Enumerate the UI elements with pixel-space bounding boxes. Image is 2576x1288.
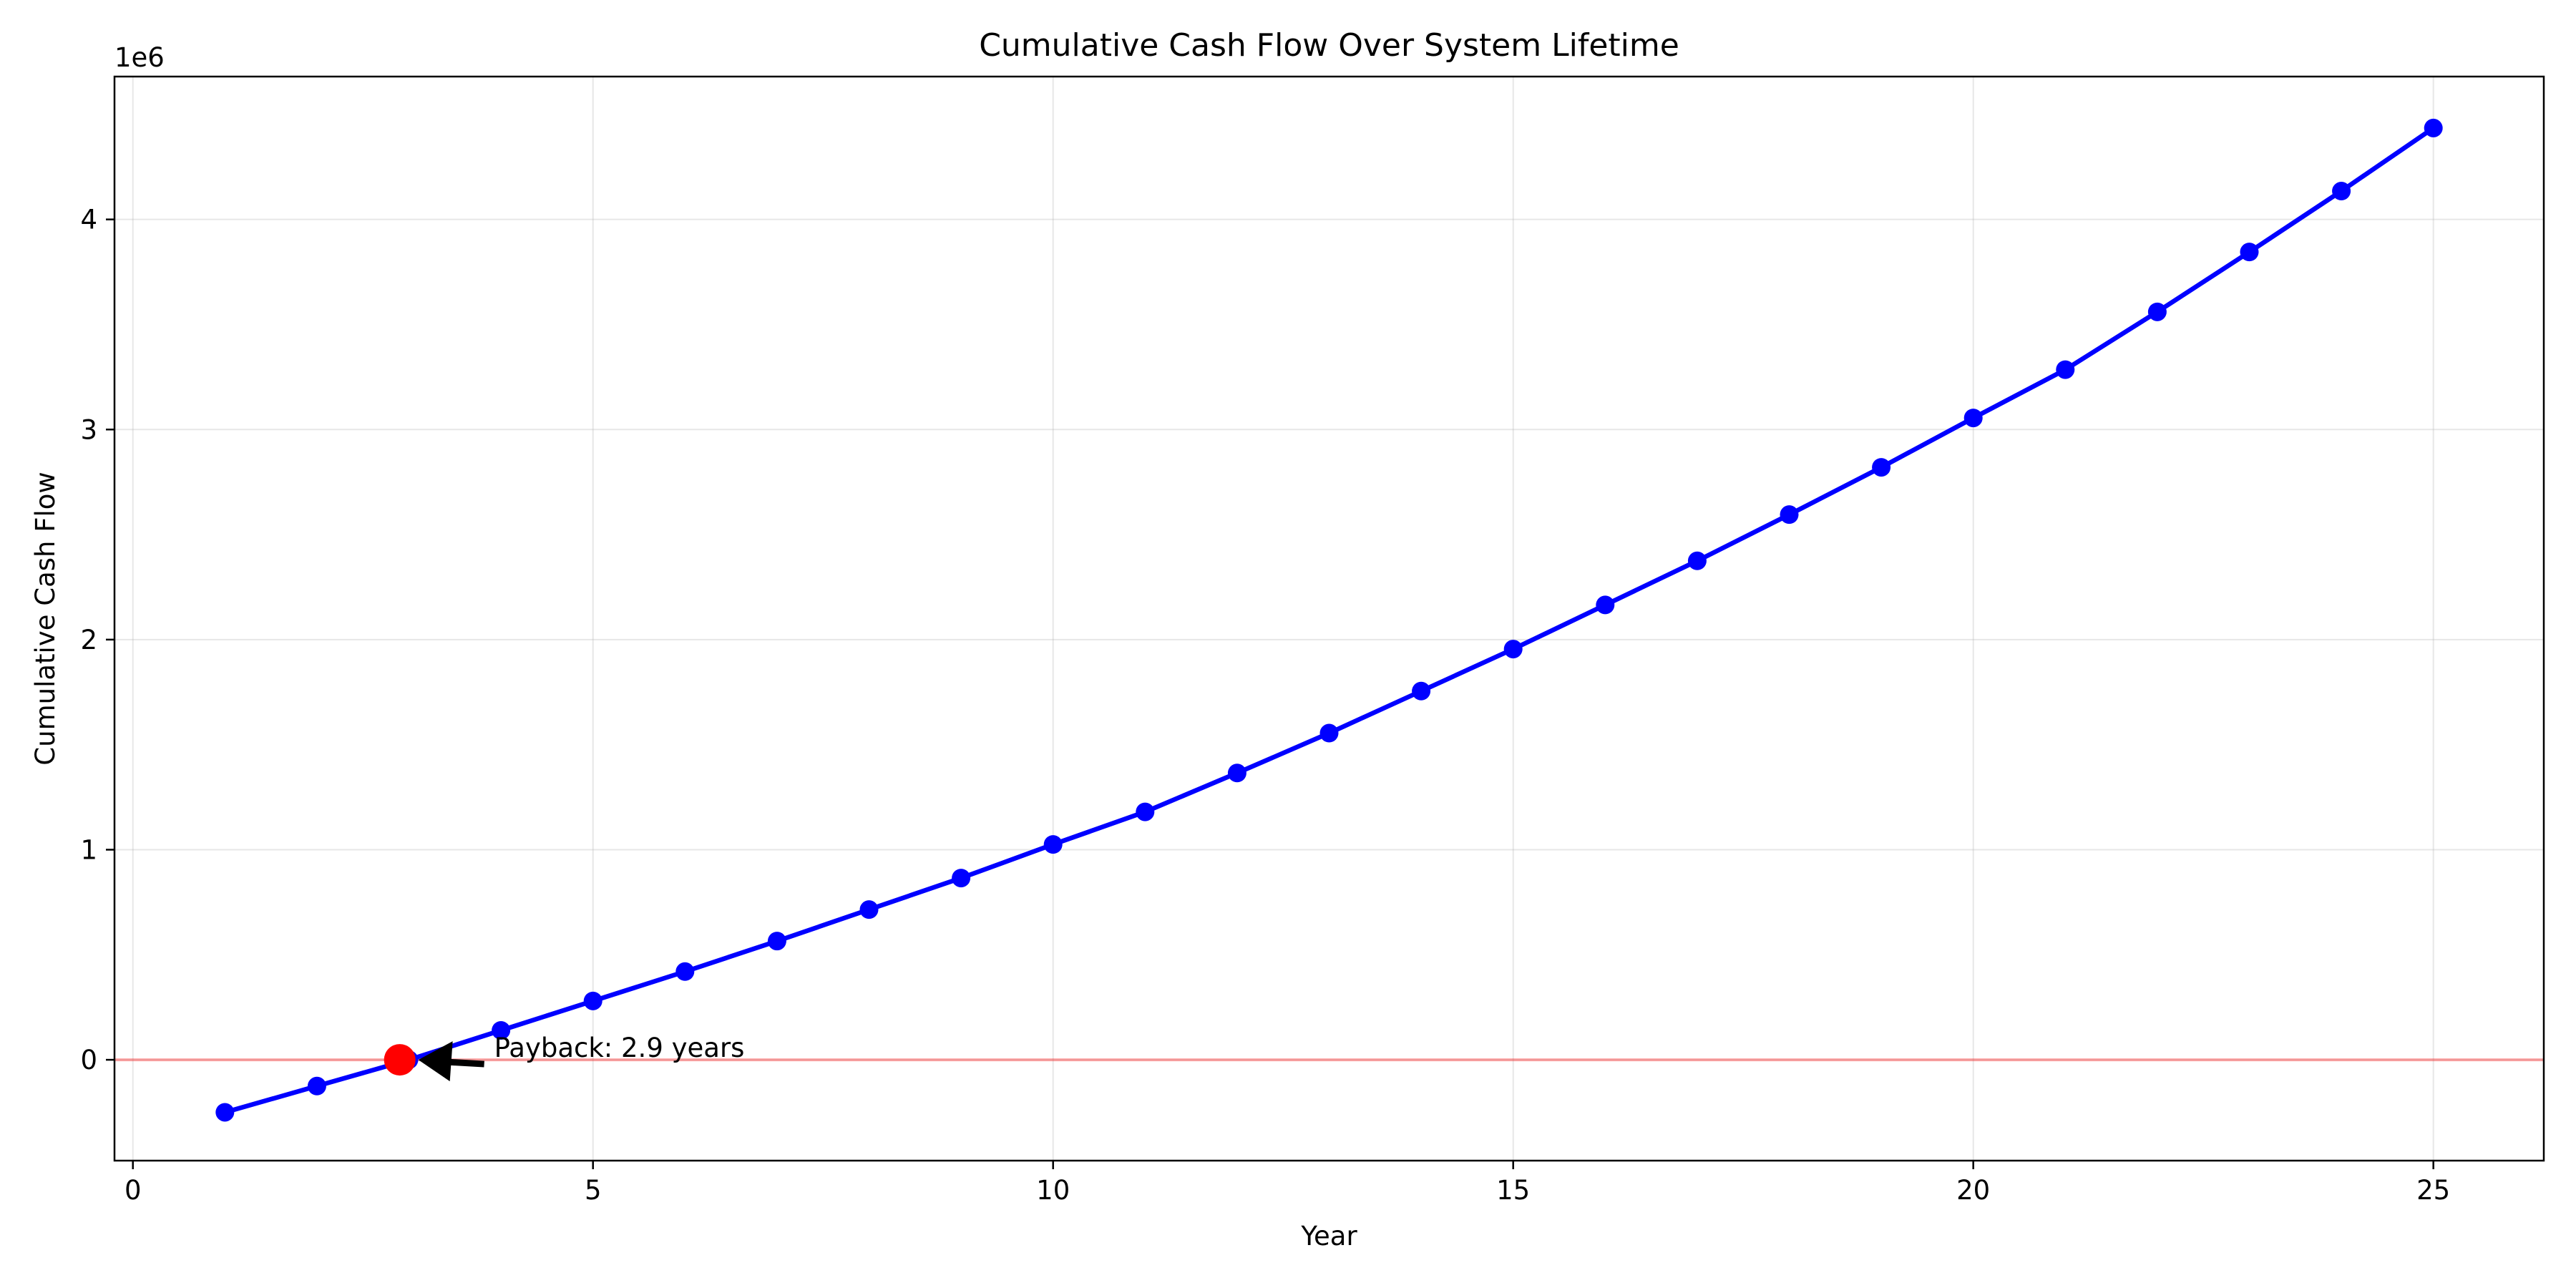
data-point xyxy=(1136,802,1155,821)
data-point xyxy=(307,1076,326,1096)
x-tick-label: 10 xyxy=(1036,1175,1070,1206)
data-point xyxy=(1687,551,1707,570)
data-point xyxy=(492,1020,511,1040)
data-point xyxy=(859,900,879,919)
plot-frame xyxy=(113,75,2545,1162)
data-point xyxy=(2332,182,2351,201)
data-point xyxy=(2240,243,2259,262)
chart-title: Cumulative Cash Flow Over System Lifetim… xyxy=(979,27,1679,64)
data-point xyxy=(2147,302,2167,321)
data-point xyxy=(767,932,786,951)
data-point xyxy=(1963,409,1983,428)
y-tick-label: 2 xyxy=(80,625,97,655)
x-tick-label: 25 xyxy=(2416,1175,2450,1206)
data-point xyxy=(1872,458,1891,477)
x-tick-label: 0 xyxy=(125,1175,142,1206)
x-tick-label: 5 xyxy=(585,1175,602,1206)
data-point xyxy=(1596,595,1615,615)
data-point xyxy=(675,962,695,981)
data-point xyxy=(215,1103,235,1122)
data-point xyxy=(2424,118,2443,137)
y-tick-label: 0 xyxy=(80,1045,97,1075)
data-point xyxy=(1503,640,1523,659)
x-grid xyxy=(132,77,2434,1161)
y-offset-label: 1e6 xyxy=(114,42,165,73)
x-axis-label: Year xyxy=(1300,1221,1357,1252)
data-point xyxy=(1780,505,1799,525)
payback-annotation: Payback: 2.9 years xyxy=(384,1033,745,1082)
y-axis-label: Cumulative Cash Flow xyxy=(30,472,61,765)
data-point xyxy=(1043,835,1063,854)
payback-arrow-head xyxy=(418,1041,453,1082)
x-tick-label: 20 xyxy=(1956,1175,1990,1206)
x-tick-label: 15 xyxy=(1496,1175,1530,1206)
payback-point xyxy=(384,1044,416,1076)
y-tick-label: 4 xyxy=(80,205,97,235)
data-point xyxy=(952,869,971,888)
data-point xyxy=(1319,723,1339,743)
y-tick-label: 1 xyxy=(80,834,97,865)
y-axis-ticks: 0 1 2 3 4 xyxy=(80,205,114,1075)
y-grid xyxy=(114,218,2544,1061)
data-point xyxy=(1412,681,1431,701)
data-point xyxy=(2056,360,2075,379)
y-tick-label: 3 xyxy=(80,414,97,445)
data-point xyxy=(583,991,602,1010)
x-axis-ticks: 0 5 10 15 20 25 xyxy=(125,1161,2450,1206)
data-point xyxy=(1227,763,1246,783)
cash-flow-markers xyxy=(215,118,2443,1122)
payback-label: Payback: 2.9 years xyxy=(494,1033,745,1063)
payback-arrow-shaft xyxy=(447,1058,484,1068)
